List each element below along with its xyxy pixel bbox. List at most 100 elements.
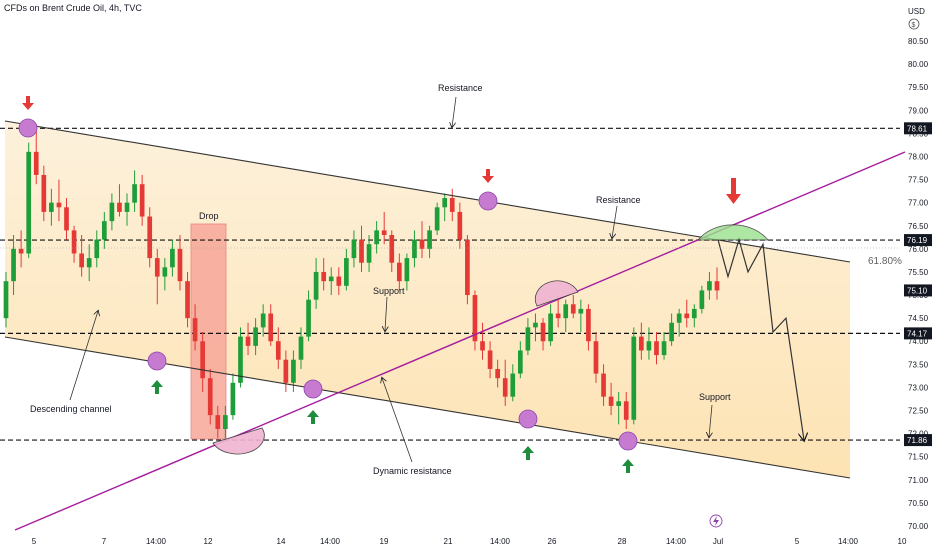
candle-body [699,290,705,309]
candle-body [510,373,516,397]
label-resistance-top: Resistance [438,83,483,93]
candle-body [601,373,606,397]
candle-body [548,313,553,342]
green-up-arrow-icon [522,446,534,460]
price-axis-bg [900,0,932,550]
candle-body [669,322,674,342]
x-tick-label: 28 [618,537,627,546]
candle-body [3,281,9,319]
label-descending-channel: Descending channel [30,404,112,414]
y-tick-label: 71.50 [908,453,929,462]
lightning-icon[interactable] [709,514,723,528]
pointer-resistance-top [452,96,457,127]
y-tick-label: 70.50 [908,499,929,508]
level-tag-label: 71.86 [907,436,928,445]
candle-body [132,184,137,203]
swing-low-circle-3 [518,409,538,429]
candle-body [593,341,599,374]
candle-body [570,304,576,314]
swing-low-circle-1 [147,351,167,371]
y-tick-label: 78.00 [908,152,929,161]
y-tick-label: 73.50 [908,360,929,369]
chart-title: CFDs on Brent Crude Oil, 4h, TVC [4,3,142,13]
candle-body [117,202,122,212]
candle-body [109,202,115,222]
current-price-label: 75.10 [907,286,928,295]
candle-body [457,211,463,240]
x-tick-label: 5 [795,537,800,546]
fib-label: 61.80% [868,256,902,267]
candle-body [253,327,258,346]
red-down-arrow-icon [726,178,741,204]
candle-body [389,235,395,263]
candle-body [563,304,569,319]
candle-body [124,202,130,212]
svg-text:$: $ [912,22,916,29]
candle-body [351,239,357,259]
candle-body [691,308,697,319]
green-up-arrow-icon [307,410,319,424]
candle-body [170,248,175,268]
candle-body [540,322,546,342]
candle-body [260,313,266,328]
candle-body [412,239,417,259]
green-up-arrow-icon [622,459,634,473]
y-tick-label: 74.50 [908,314,929,323]
x-tick-label: 21 [444,537,453,546]
label-support-mid: Support [373,286,405,296]
y-tick-label: 80.50 [908,37,929,46]
y-tick-label: 75.50 [908,268,929,277]
candle-body [230,382,236,416]
y-tick-label: 76.50 [908,222,929,231]
label-drop: Drop [199,211,219,221]
label-resistance-mid: Resistance [596,195,641,205]
x-tick-label: 26 [548,537,557,546]
currency-icon: $ [908,18,920,30]
candle-body [449,198,455,212]
x-tick-label: Jul [713,537,723,546]
candle-body [328,276,334,282]
candle-body [502,378,508,397]
x-tick-label: 14:00 [838,537,859,546]
swing-low-circle-2 [303,379,323,399]
candle-body [64,207,69,231]
candle-body [291,359,296,383]
candle-body [480,341,485,351]
candle-body [49,202,54,212]
candle-body [639,336,644,351]
level-tag [904,434,932,447]
candle-body [525,327,531,351]
candle-body [275,341,281,360]
candle-body [336,276,342,286]
candle-body [517,350,523,374]
candle-body [533,322,538,328]
pointer-descending-channel [69,311,98,401]
candle-body [283,359,289,383]
pointer-support-mid [385,296,387,331]
level-tag [904,234,932,247]
x-tick-label: 19 [380,537,389,546]
pointer-resistance-mid [612,205,618,238]
candle-body [344,258,349,286]
candle-body [71,230,77,254]
candle-body [366,244,372,263]
candle-body [434,207,440,231]
candle-body [313,271,319,300]
candle-body [676,313,682,323]
y-tick-label: 79.00 [908,106,929,115]
candle-body [268,313,274,342]
candle-body [631,336,637,420]
candle-body [238,336,243,383]
label-dynamic-resistance: Dynamic resistance [373,466,452,476]
candle-body [465,239,470,296]
candle-body [177,248,183,282]
candle-body [94,239,100,259]
candle-body [427,230,432,249]
projection-path [717,237,804,440]
y-tick-label: 73.00 [908,383,929,392]
candle-body [245,336,251,346]
y-tick-label: 80.00 [908,60,929,69]
green-cap [697,224,769,241]
candle-body [419,239,425,249]
